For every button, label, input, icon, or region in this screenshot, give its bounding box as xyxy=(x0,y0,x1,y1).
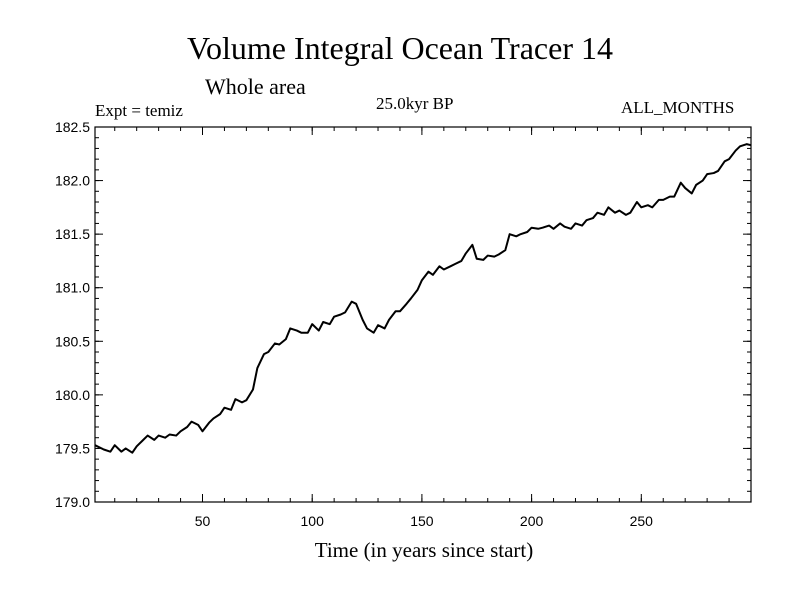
series-line xyxy=(94,143,752,454)
y-tick-label: 179.5 xyxy=(55,440,90,456)
x-tick-label: 200 xyxy=(520,513,544,529)
chart-title: Volume Integral Ocean Tracer 14 xyxy=(187,30,613,66)
y-tick-label: 182.5 xyxy=(55,119,90,135)
plot-frame xyxy=(94,126,752,503)
experiment-label: Expt = temiz xyxy=(95,101,183,120)
axis-tick-labels: 179.0 179.5 180.0 180.5 181.0 181.5 182.0 182.5… xyxy=(55,119,653,529)
y-tick-label: 181.0 xyxy=(55,280,90,296)
x-tick-label: 100 xyxy=(301,513,325,529)
x-axis-label: Time (in years since start) xyxy=(314,538,534,562)
axis-ticks xyxy=(95,126,752,503)
y-tick-label: 182.0 xyxy=(55,173,90,189)
chart-subtitle: Whole area xyxy=(205,74,306,99)
period-label: 25.0kyr BP xyxy=(376,94,454,113)
y-tick-label: 180.0 xyxy=(55,387,90,403)
y-tick-label: 179.0 xyxy=(55,494,90,510)
x-tick-label: 50 xyxy=(195,513,211,529)
series-group xyxy=(94,143,752,454)
y-tick-label: 180.5 xyxy=(55,333,90,349)
x-tick-label: 150 xyxy=(410,513,434,529)
x-tick-label: 250 xyxy=(630,513,654,529)
months-label: ALL_MONTHS xyxy=(621,98,735,117)
y-tick-label: 181.5 xyxy=(55,226,90,242)
